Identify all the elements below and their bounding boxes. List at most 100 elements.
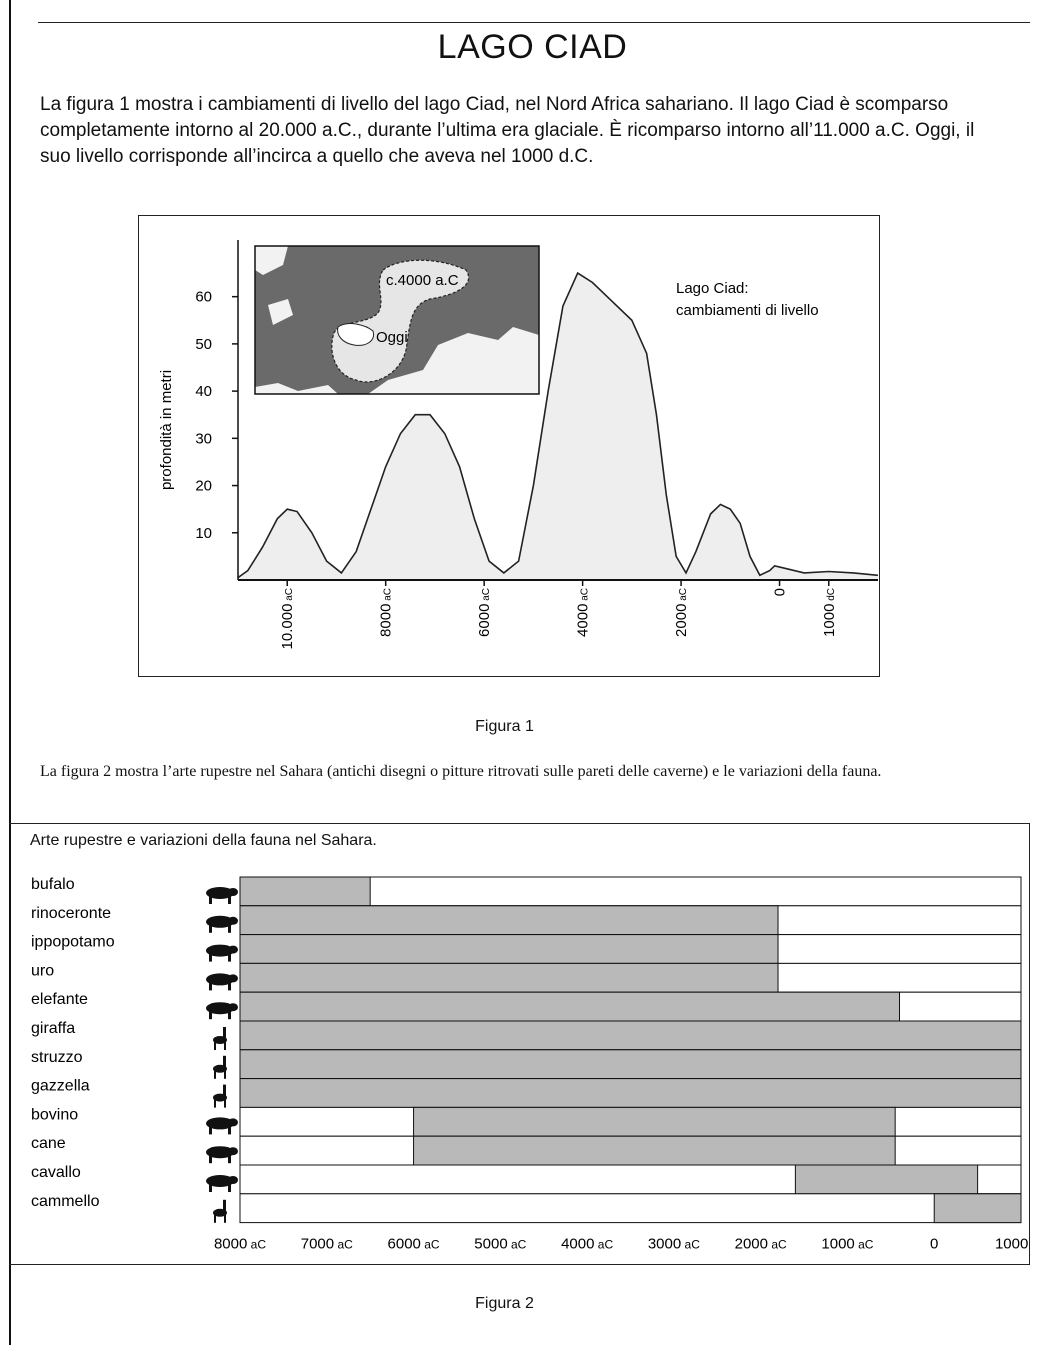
fauna-label: ippopotamo: [31, 934, 115, 951]
inset-label-4000bc: c.4000 a.C: [386, 272, 459, 289]
camel-icon-leg: [224, 1214, 226, 1223]
y-tick-label: 50: [195, 336, 212, 353]
fauna-range-bar: [933, 1193, 1022, 1224]
y-tick-label: 20: [195, 478, 212, 495]
aurochs-icon-leg: [209, 982, 212, 991]
hippopotamus-icon: [206, 944, 238, 962]
horse-icon-leg: [228, 1184, 231, 1192]
cattle-icon-body: [206, 1117, 234, 1130]
dog-icon-body: [206, 1146, 234, 1159]
fauna-label: bufalo: [31, 876, 75, 893]
fauna-range-bar: [413, 1135, 896, 1166]
fauna-label: cammello: [31, 1193, 100, 1210]
fauna-chart: bufalo rinoceronte ippopotamo uro elefante gi…: [31, 876, 1030, 1253]
x-tick-label: 1000 dC: [821, 588, 838, 637]
fauna-x-tick-label: 3000 aC: [648, 1236, 700, 1253]
buffalo-icon-leg: [209, 896, 212, 904]
figure2-frame: [9, 823, 1030, 1265]
aurochs-icon: [206, 973, 238, 991]
hippopotamus-icon-leg: [209, 953, 212, 962]
chart-title-line2: cambiamenti di livello: [676, 302, 819, 319]
dog-icon-leg: [228, 1155, 231, 1164]
camel-icon-neck: [223, 1199, 226, 1212]
gazelle-icon-neck: [223, 1084, 226, 1097]
x-tick-label: 2000 aC: [673, 588, 690, 637]
page-title: LAGO CIAD: [437, 28, 628, 66]
fauna-x-tick-label: 1000 dC: [995, 1236, 1030, 1253]
figure2-caption: Figura 2: [475, 1295, 534, 1312]
inset-map: c.4000 a.C Oggi: [254, 245, 540, 395]
page-left-border: [9, 0, 11, 1345]
rhinoceros-icon: [206, 915, 238, 933]
elephant-icon-leg: [228, 1011, 231, 1020]
gazelle-icon: [213, 1084, 227, 1108]
x-tick-label: 10.000 aC: [279, 588, 296, 649]
dog-icon: [206, 1146, 238, 1164]
x-tick-label: 6000 aC: [476, 588, 493, 637]
fauna-x-tick-label: 2000 aC: [735, 1236, 787, 1253]
ostrich-icon-neck: [223, 1055, 226, 1068]
hippopotamus-icon-leg: [228, 953, 231, 962]
fauna-x-tick-label: 0: [930, 1236, 938, 1253]
ostrich-icon-leg: [214, 1070, 216, 1079]
horse-icon-leg: [209, 1184, 212, 1192]
fauna-label: bovino: [31, 1106, 78, 1123]
fauna-label: cavallo: [31, 1164, 81, 1181]
intro2-paragraph: La figura 2 mostra l’arte rupestre nel S…: [40, 763, 882, 780]
fauna-range-bar: [794, 1164, 979, 1195]
chart-title-line1: Lago Ciad:: [676, 280, 749, 297]
fauna-x-tick-label: 4000 aC: [561, 1236, 613, 1253]
elephant-icon-head: [228, 1003, 238, 1012]
fauna-range-bar: [239, 1020, 1022, 1051]
fauna-label: cane: [31, 1135, 66, 1152]
giraffe-icon: [213, 1027, 227, 1050]
fauna-label: uro: [31, 962, 54, 979]
aurochs-icon-head: [228, 974, 238, 983]
fauna-range-bar: [239, 905, 779, 936]
fauna-x-tick-label: 5000 aC: [474, 1236, 526, 1253]
fauna-label: elefante: [31, 991, 88, 1008]
inset-lake-4000bc: [331, 259, 470, 383]
inset-label-today: Oggi: [376, 329, 408, 346]
camel-icon: [213, 1199, 227, 1223]
cattle-icon-leg: [228, 1126, 231, 1135]
y-tick-label: 10: [195, 525, 212, 542]
fauna-x-tick-label: 7000 aC: [301, 1236, 353, 1253]
fauna-label: struzzo: [31, 1049, 83, 1066]
aurochs-icon-body: [206, 973, 234, 986]
elephant-icon: [206, 1002, 238, 1020]
horse-icon-body: [206, 1175, 234, 1187]
fauna-range-bar: [239, 991, 901, 1022]
fauna-x-tick-label: 8000 aC: [214, 1236, 266, 1253]
fauna-range-bar: [239, 1078, 1022, 1108]
lake-chad-chart: 10 20 30 40 50 60 profondità in metri 10.000 aC…: [158, 240, 879, 649]
giraffe-icon-leg: [214, 1042, 216, 1050]
dog-icon-leg: [209, 1155, 212, 1164]
intro-paragraph: La figura 1 mostra i cambiamenti di live…: [40, 94, 975, 167]
inset-lake-today: [337, 323, 375, 346]
lake-level-line: [237, 271, 879, 579]
rhinoceros-icon-body: [206, 915, 234, 928]
fauna-label: gazzella: [31, 1078, 90, 1095]
cattle-icon: [206, 1117, 238, 1135]
hippopotamus-icon-head: [228, 945, 238, 954]
elephant-icon-leg: [209, 1011, 212, 1020]
cattle-icon-head: [228, 1118, 238, 1127]
inset-water-patch: [255, 246, 293, 325]
fauna-range-bar: [239, 934, 779, 964]
fauna-range-bar: [239, 962, 779, 993]
y-axis-label: profondità in metri: [158, 370, 175, 490]
horse-icon-head: [228, 1176, 238, 1184]
hippopotamus-icon-body: [206, 944, 234, 957]
x-tick-label: 0: [772, 588, 789, 596]
y-tick-label: 40: [195, 383, 212, 400]
fauna-row-outline: [239, 1193, 1022, 1224]
fauna-label: rinoceronte: [31, 905, 111, 922]
gazelle-icon-leg: [224, 1099, 226, 1108]
fauna-range-bar: [239, 1049, 1022, 1080]
giraffe-icon-neck: [223, 1027, 226, 1039]
aurochs-icon-leg: [228, 982, 231, 991]
lake-level-area: [238, 273, 878, 580]
elephant-icon-body: [206, 1002, 234, 1015]
y-tick-label: 30: [195, 430, 212, 447]
